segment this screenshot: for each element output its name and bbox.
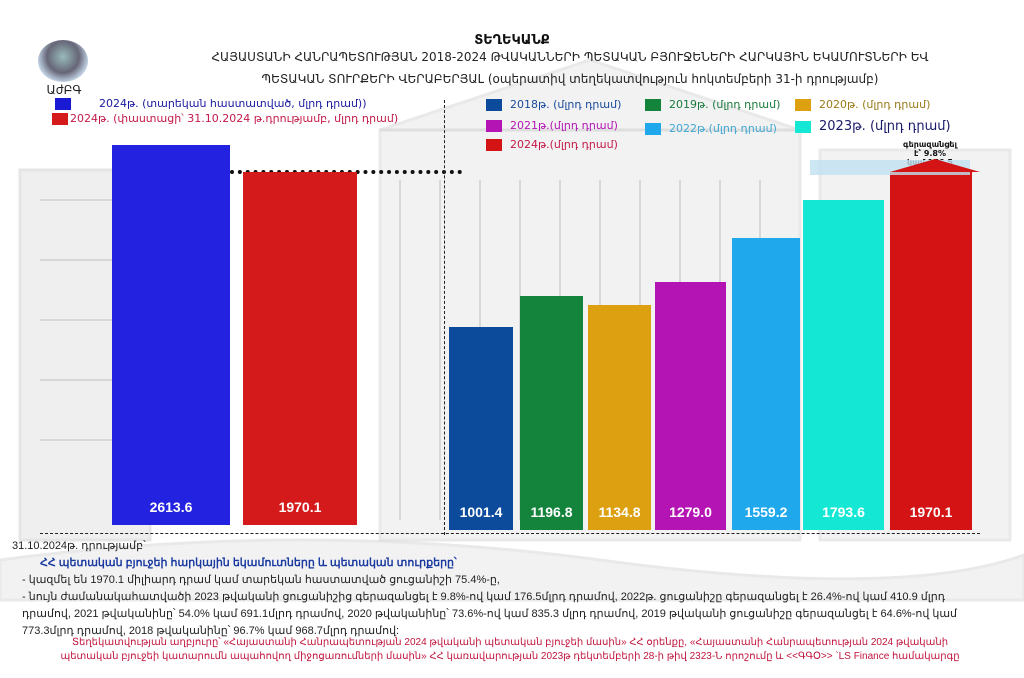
source-line-2: պետական բյուջեի կատարումն ապահովող միջոց… <box>60 651 960 662</box>
notes-bullet-1: - կազմել են 1970.1 միլիարդ դրամ կամ տարե… <box>22 574 500 586</box>
subtitle-line2: ՊԵՏԱԿԱՆ ՏՈՒՐՔԵՐԻ ՎԵՐԱԲԵՐՅԱԼ (օպերատիվ տե… <box>261 72 879 86</box>
bar-1-5 <box>803 200 884 530</box>
bar-1-0 <box>449 326 513 530</box>
legend-item: 2023թ. (մլրդ դրամ) <box>795 119 951 134</box>
legend-swatch <box>486 119 502 132</box>
legend-item: 2024թ.(մլրդ դրամ) <box>486 138 618 151</box>
notes-bullet-2: - նույն ժամանակահատվածի 2023 թվականի ցու… <box>22 591 958 637</box>
legend-swatch <box>52 112 68 125</box>
legend-item: 2021թ.(մլրդ դրամ) <box>486 119 618 132</box>
legend-label: 2024թ. (տարեկան հաստատված, մլրդ դրամ)) <box>99 97 367 110</box>
legend-label: 2018թ. (մլրդ դրամ) <box>510 98 622 111</box>
legend-item: 2022թ.(մլրդ դրամ) <box>645 122 777 135</box>
legend-item: 2018թ. (մլրդ դրամ) <box>486 98 621 111</box>
notes-heading: ՀՀ պետական բյուջեի հարկային եկամուտները … <box>40 557 457 569</box>
legend-label: 2024թ.(մլրդ դրամ) <box>510 138 618 151</box>
annotation-arrow <box>810 159 980 175</box>
page-title: ՏԵՂԵԿԱՆՔ <box>474 33 550 48</box>
bar-1-1 <box>520 295 583 530</box>
arrow-up-icon <box>890 159 980 172</box>
legend-item: 2019թ. (մլրդ դրամ) <box>645 98 780 111</box>
legend-label: 2024թ. (փաստացի՝ 31.10.2024 թ.դրությամբ,… <box>70 112 399 125</box>
notes-date: 31.10.2024թ. դրությամբ՝ <box>12 540 146 552</box>
data-label: 1196.8 <box>530 504 573 520</box>
horizontal-divider <box>40 533 980 534</box>
legend-label: 2023թ. (մլրդ դրամ) <box>819 119 951 134</box>
legend-swatch <box>486 138 502 151</box>
data-label: 1001.4 <box>459 504 503 520</box>
data-label: 1970.1 <box>909 504 953 520</box>
legend-swatch <box>795 120 811 133</box>
data-label: 1559.2 <box>744 504 788 520</box>
data-label: 1279.0 <box>669 504 712 520</box>
source-line-1: Տեղեկատվության աղբյուրը՝ «Հայաստանի Հանր… <box>71 637 949 648</box>
legend-item-2024-approved: 2024թ. (տարեկան հաստատված, մլրդ դրամ)) <box>55 97 367 110</box>
subtitle-line1: ՀԱՅԱՍՏԱՆԻ ՀԱՆՐԱՊԵՏՈՒԹՅԱՆ 2018-2024 ԹՎԱԿԱ… <box>211 50 929 64</box>
bar-1-3 <box>655 282 726 530</box>
legend-item-2024-actual: 2024թ. (փաստացի՝ 31.10.2024 թ.դրությամբ,… <box>52 112 398 125</box>
legend-swatch <box>645 122 661 135</box>
bar-1-6 <box>890 171 972 530</box>
legend-swatch <box>486 98 502 111</box>
bar-1-4 <box>732 237 800 530</box>
legend-swatch <box>55 97 71 110</box>
data-label: 1134.8 <box>598 504 641 520</box>
legend-label: 2022թ.(մլրդ դրամ) <box>669 122 777 135</box>
annotation-line: գերազանցել <box>903 140 957 149</box>
bar-0-1 <box>243 172 357 525</box>
data-label: 1970.1 <box>278 499 322 515</box>
legend-label: 2021թ.(մլրդ դրամ) <box>510 119 618 132</box>
legend-swatch <box>795 98 811 111</box>
data-label: 2613.6 <box>149 499 193 515</box>
legend-swatch <box>645 98 661 111</box>
annotation-line: է՝ 9.8% <box>914 149 946 158</box>
logo-text: ԱժԲԳ <box>46 83 82 97</box>
logo <box>38 40 88 82</box>
bar-1-2 <box>588 305 651 530</box>
legend-item: 2020թ. (մլրդ դրամ) <box>795 98 930 111</box>
bar-0-0 <box>112 145 230 525</box>
vertical-divider <box>444 100 445 535</box>
legend-label: 2019թ. (մլրդ դրամ) <box>669 98 781 111</box>
reference-dotted-line <box>230 170 462 174</box>
data-label: 1793.6 <box>822 504 865 520</box>
legend-label: 2020թ. (մլրդ դրամ) <box>819 98 931 111</box>
